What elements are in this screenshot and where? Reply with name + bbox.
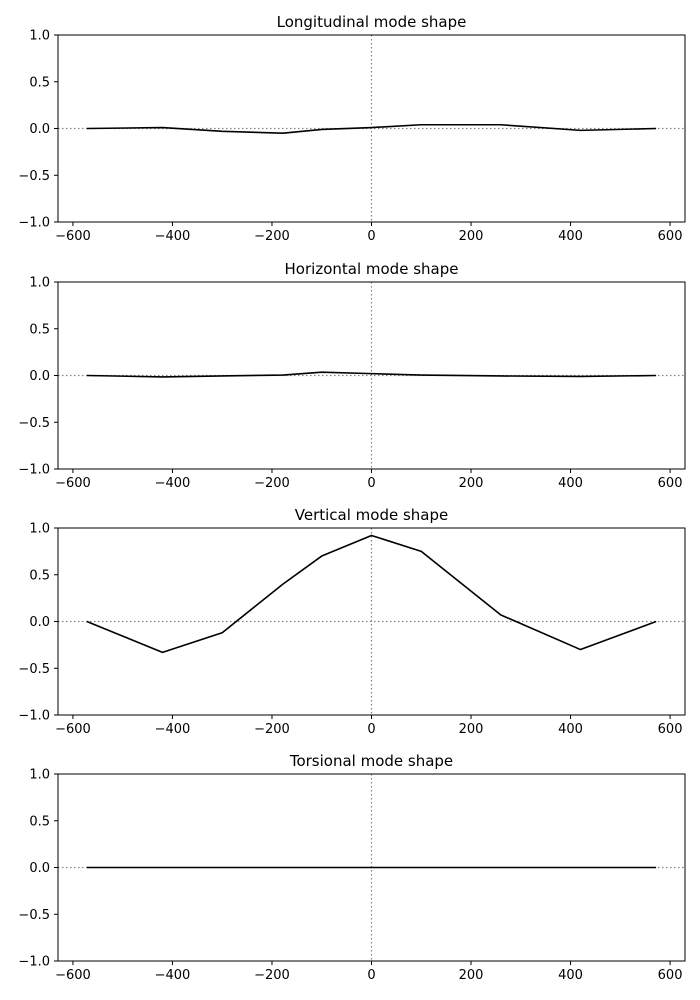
y-tick-label: 1.0 bbox=[29, 768, 50, 783]
y-tick-label: 0.5 bbox=[29, 568, 50, 583]
y-tick-label: 0.0 bbox=[29, 369, 50, 384]
y-tick-label: −0.5 bbox=[18, 908, 50, 923]
x-tick-label: −400 bbox=[155, 229, 191, 244]
x-tick-label: −600 bbox=[55, 722, 91, 737]
x-tick-label: 200 bbox=[459, 229, 484, 244]
x-tick-label: −600 bbox=[55, 229, 91, 244]
y-tick-label: −0.5 bbox=[18, 662, 50, 677]
x-tick-label: 200 bbox=[459, 722, 484, 737]
x-tick-label: 600 bbox=[658, 968, 683, 983]
y-tick-label: 1.0 bbox=[29, 29, 50, 44]
x-tick-label: 0 bbox=[367, 722, 375, 737]
x-tick-label: 0 bbox=[367, 968, 375, 983]
subplot-1: Longitudinal mode shape −600 −400 −200 0 200 4… bbox=[18, 13, 686, 244]
y-tick-label: −1.0 bbox=[18, 463, 50, 478]
x-tick-label: −200 bbox=[254, 968, 290, 983]
x-tick-label: 200 bbox=[459, 968, 484, 983]
mode-shape-line bbox=[86, 534, 657, 654]
y-tick-label: −1.0 bbox=[18, 216, 50, 231]
x-tick-label: −200 bbox=[254, 229, 290, 244]
subplot-2: Horizontal mode shape −600 −400 −200 0 200 400… bbox=[18, 260, 686, 491]
x-tick-label: 0 bbox=[367, 476, 375, 491]
x-tick-label: 400 bbox=[558, 968, 583, 983]
y-tick-label: 0.5 bbox=[29, 814, 50, 829]
y-tick-label: 1.0 bbox=[29, 522, 50, 537]
subplot-3: Vertical mode shape −600 −400 −200 0 200 400 60… bbox=[18, 506, 686, 737]
x-tick-label: 600 bbox=[658, 722, 683, 737]
y-tick-label: 1.0 bbox=[29, 276, 50, 291]
y-tick-label: 0.0 bbox=[29, 615, 50, 630]
y-tick-label: −1.0 bbox=[18, 955, 50, 970]
y-tick-label: 0.5 bbox=[29, 75, 50, 90]
y-tick-label: −1.0 bbox=[18, 709, 50, 724]
x-tick-label: −400 bbox=[155, 968, 191, 983]
x-tick-label: −600 bbox=[55, 968, 91, 983]
mode-shape-line bbox=[86, 123, 657, 134]
y-tick-label: 0.0 bbox=[29, 861, 50, 876]
x-tick-label: −400 bbox=[155, 722, 191, 737]
x-tick-label: −200 bbox=[254, 722, 290, 737]
subplot-title: Longitudinal mode shape bbox=[277, 13, 467, 31]
x-tick-label: 400 bbox=[558, 229, 583, 244]
subplot-title: Vertical mode shape bbox=[295, 506, 449, 524]
y-tick-label: −0.5 bbox=[18, 169, 50, 184]
x-tick-label: 400 bbox=[558, 476, 583, 491]
subplot-title: Horizontal mode shape bbox=[285, 260, 459, 278]
y-tick-label: 0.0 bbox=[29, 122, 50, 137]
subplot-title: Torsional mode shape bbox=[289, 752, 453, 770]
x-tick-label: 200 bbox=[459, 476, 484, 491]
y-tick-label: −0.5 bbox=[18, 416, 50, 431]
y-tick-label: 0.5 bbox=[29, 322, 50, 337]
x-tick-label: −400 bbox=[155, 476, 191, 491]
x-tick-label: 0 bbox=[367, 229, 375, 244]
x-tick-label: 600 bbox=[658, 476, 683, 491]
x-tick-label: −600 bbox=[55, 476, 91, 491]
mode-shape-line bbox=[86, 371, 657, 378]
subplot-4: Torsional mode shape −600 −400 −200 0 200 400 6… bbox=[18, 752, 686, 983]
x-tick-label: −200 bbox=[254, 476, 290, 491]
x-tick-label: 400 bbox=[558, 722, 583, 737]
x-tick-label: 600 bbox=[658, 229, 683, 244]
